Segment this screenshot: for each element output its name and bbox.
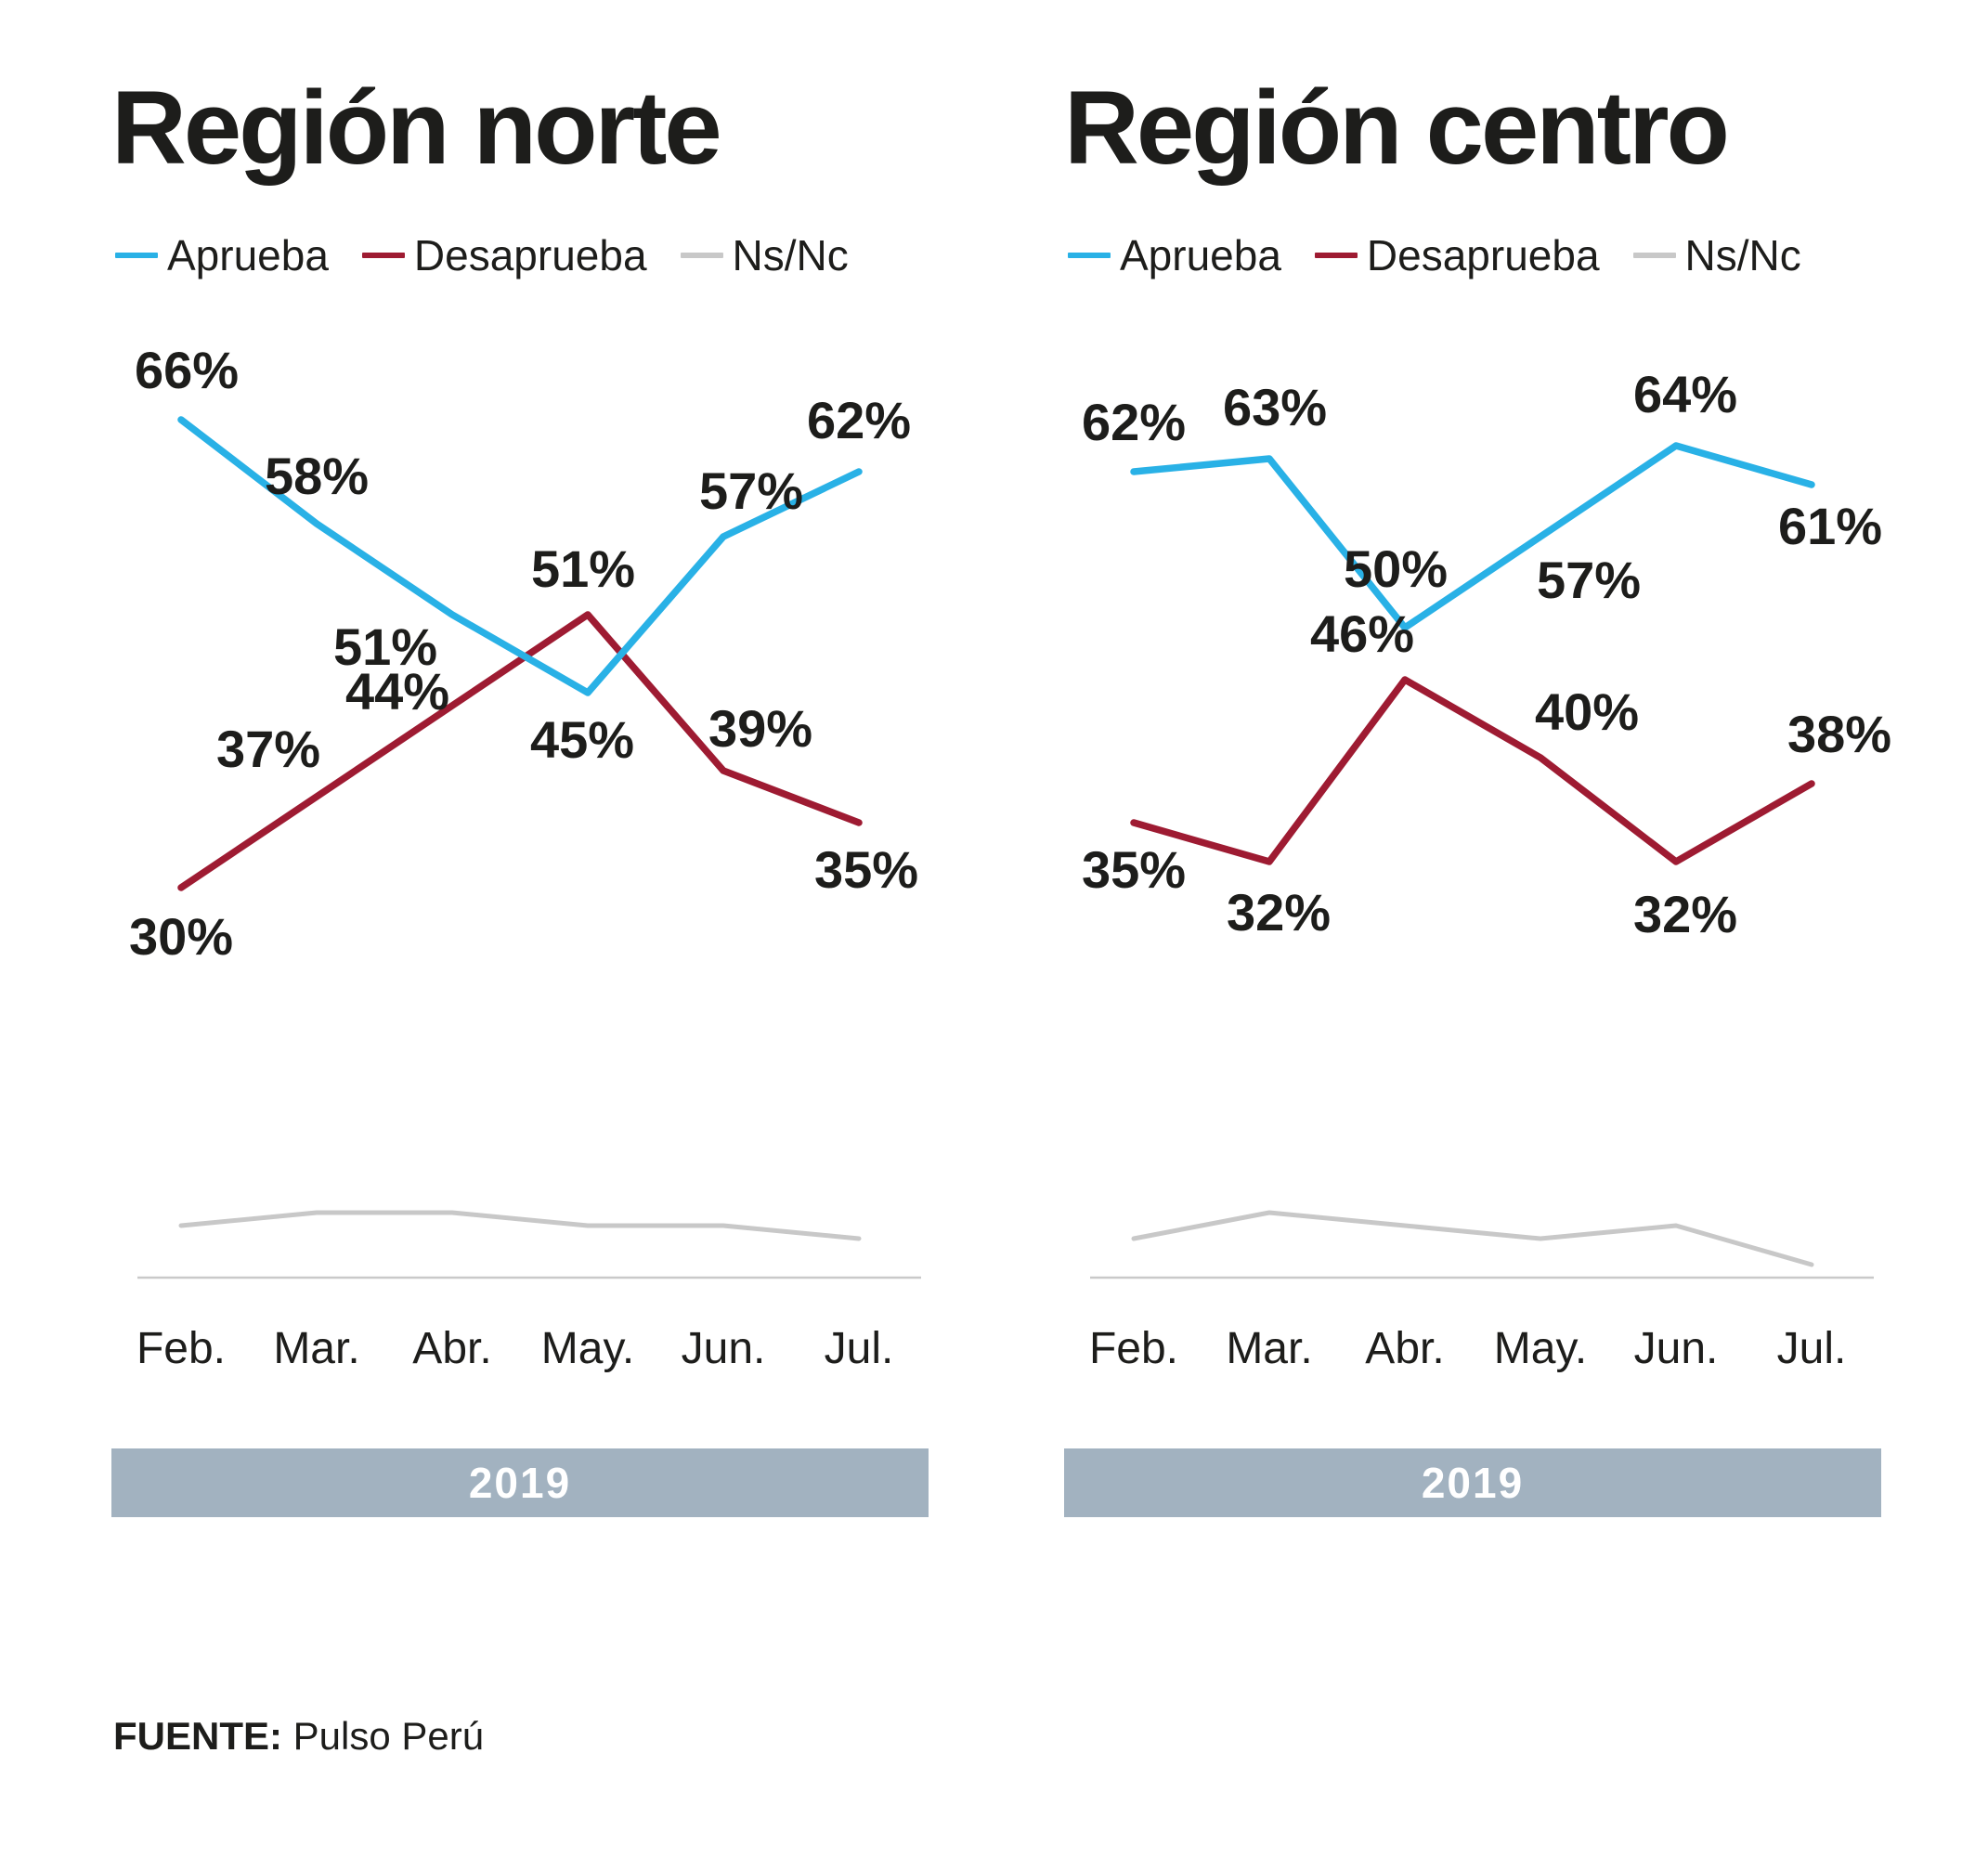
data-label: 44% [345, 662, 449, 721]
legend-label-nsnc: Ns/Nc [1684, 231, 1801, 279]
chart-panel-region-norte: Región norte Aprueba Desaprueba Ns/Nc 66… [111, 76, 929, 1517]
data-label: 57% [1537, 551, 1641, 609]
data-label: 64% [1633, 365, 1737, 423]
legend-norte: Aprueba Desaprueba Ns/Nc [115, 230, 929, 280]
series-line-aprueba [177, 416, 863, 696]
source-note: FUENTE: Pulso Perú [113, 1714, 484, 1759]
legend-item-desaprueba: Desaprueba [1314, 230, 1600, 280]
x-axis-label: Feb. [1089, 1324, 1178, 1373]
series-line-nsnc [1131, 1210, 1814, 1267]
year-band-norte: 2019 [111, 1448, 929, 1517]
legend-item-nsnc: Ns/Nc [1632, 230, 1801, 280]
data-label: 45% [530, 710, 634, 769]
line-chart-svg-norte: 66%58%51%45%57%62%30%37%44%51%39%35%Feb.… [129, 341, 921, 1373]
x-axis-label: Abr. [412, 1324, 491, 1373]
legend-label-aprueba: Aprueba [167, 231, 329, 279]
legend-item-desaprueba: Desaprueba [361, 230, 647, 280]
x-axis-label: Feb. [136, 1324, 226, 1373]
series-line-nsnc [178, 1210, 862, 1241]
legend-label-aprueba: Aprueba [1120, 231, 1281, 279]
x-axis-label: Jul. [825, 1324, 894, 1373]
chart-title-centro: Región centro [1064, 70, 1730, 186]
legend-item-nsnc: Ns/Nc [680, 230, 849, 280]
x-axis-label: Mar. [273, 1324, 359, 1373]
x-axis-label: May. [541, 1324, 634, 1373]
series-line-aprueba [1130, 442, 1815, 631]
legend-label-desaprueba: Desaprueba [413, 231, 647, 279]
x-axis-label: Jul. [1777, 1324, 1847, 1373]
data-label: 51% [333, 617, 437, 676]
series-line-desaprueba [1130, 676, 1815, 865]
legend-item-aprueba: Aprueba [115, 230, 329, 280]
series-line-desaprueba [177, 611, 863, 891]
x-axis-label: May. [1494, 1324, 1587, 1373]
legend-dash-aprueba-icon [1068, 253, 1111, 258]
data-label: 32% [1633, 885, 1737, 943]
chart-title-norte: Región norte [111, 70, 722, 186]
data-label: 46% [1310, 604, 1414, 663]
x-axis-label: Abr. [1365, 1324, 1444, 1373]
data-label: 30% [129, 907, 233, 966]
year-band-centro: 2019 [1064, 1448, 1881, 1517]
legend-dash-desaprueba-icon [1314, 253, 1358, 258]
legend-item-aprueba: Aprueba [1068, 230, 1281, 280]
source-text: Pulso Perú [292, 1714, 485, 1758]
data-label: 62% [1082, 393, 1186, 451]
data-label: 63% [1223, 378, 1327, 436]
legend-dash-desaprueba-icon [361, 253, 405, 258]
source-label: FUENTE: [113, 1714, 282, 1758]
data-label: 35% [814, 840, 918, 899]
line-chart-svg-centro: 62% 63% 50% 57% 64% 61% 35% 32% 46% 40% 32% 38% Feb.… [1082, 365, 1891, 1373]
legend-centro: Aprueba Desaprueba Ns/Nc [1068, 230, 1881, 280]
data-label: 50% [1344, 539, 1448, 598]
data-label: 51% [531, 539, 635, 598]
data-label: 61% [1778, 497, 1882, 555]
data-label: 39% [708, 699, 812, 758]
data-label: 62% [807, 391, 911, 449]
data-label: 40% [1535, 682, 1639, 741]
legend-label-nsnc: Ns/Nc [732, 231, 849, 279]
data-label: 32% [1227, 883, 1331, 941]
legend-label-desaprueba: Desaprueba [1366, 231, 1600, 279]
legend-dash-nsnc-icon [680, 253, 723, 258]
data-label: 37% [216, 720, 320, 778]
data-label: 58% [265, 447, 369, 505]
data-label: 35% [1082, 840, 1186, 899]
x-axis-label: Mar. [1226, 1324, 1312, 1373]
x-axis-label: Jun. [682, 1324, 766, 1373]
legend-dash-nsnc-icon [1632, 253, 1676, 258]
data-label: 57% [699, 461, 803, 520]
x-axis-label: Jun. [1634, 1324, 1719, 1373]
data-label: 66% [135, 341, 239, 399]
legend-dash-aprueba-icon [115, 253, 158, 258]
chart-panel-region-centro: Región centro Aprueba Desaprueba Ns/Nc 6… [1064, 70, 1891, 1517]
data-label: 38% [1787, 705, 1891, 763]
